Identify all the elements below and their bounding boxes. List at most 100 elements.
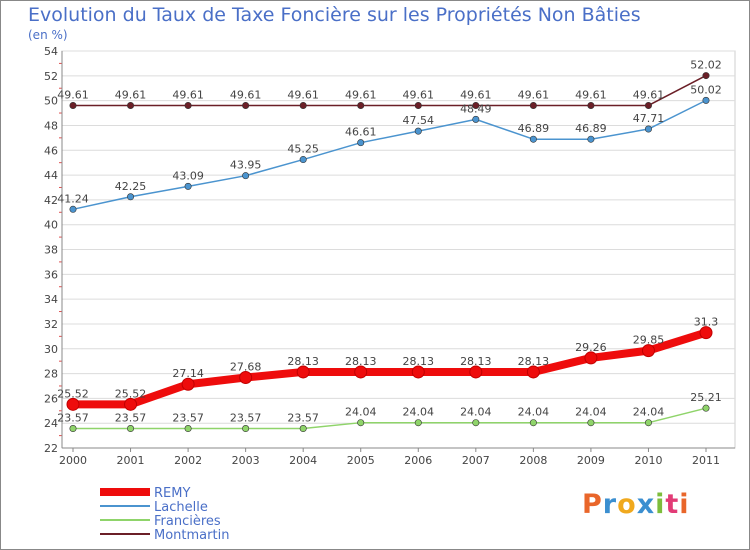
data-label: 49.61 [230, 88, 262, 101]
series-remy: 25.52 25.52 27.14 27.68 28.13 28.13 28.13 28.13… [57, 316, 718, 411]
data-point [699, 326, 713, 340]
data-label: 49.61 [460, 88, 492, 101]
data-label: 46.89 [518, 122, 550, 135]
data-point [529, 419, 537, 427]
data-label: 50.02 [690, 83, 722, 96]
data-label: 28.13 [518, 355, 550, 368]
data-point [242, 172, 250, 180]
logo-letter: i [679, 489, 690, 520]
data-label: 25.52 [115, 387, 147, 400]
y-tick-label: 30 [44, 343, 58, 356]
data-point [414, 419, 422, 427]
data-label: 25.52 [57, 387, 89, 400]
legend-label: Montmartin [154, 528, 229, 543]
data-point [184, 101, 192, 109]
data-label: 42.25 [115, 180, 147, 193]
y-tick-label: 52 [44, 70, 58, 83]
data-label: 48.49 [460, 102, 492, 115]
data-point [357, 101, 365, 109]
data-point [239, 371, 253, 385]
data-point [181, 377, 195, 391]
data-point [299, 156, 307, 164]
data-label: 49.61 [345, 88, 377, 101]
data-label: 24.04 [460, 406, 492, 419]
data-label: 49.61 [575, 88, 607, 101]
data-point [587, 419, 595, 427]
data-label: 23.57 [230, 412, 262, 425]
data-label: 41.24 [57, 192, 89, 205]
y-tick-label: 24 [44, 417, 58, 430]
logo-letter: x [636, 489, 656, 520]
data-point [529, 101, 537, 109]
data-point [184, 182, 192, 190]
data-point [469, 365, 483, 379]
data-label: 46.61 [345, 126, 377, 139]
y-tick-label: 36 [44, 268, 58, 281]
legend-label: REMY [154, 486, 190, 501]
data-point [296, 365, 310, 379]
series-line [72, 99, 707, 211]
data-label: 47.54 [403, 114, 435, 127]
data-point [644, 419, 652, 427]
x-tick-label: 2001 [117, 454, 145, 467]
data-label: 28.13 [403, 355, 435, 368]
data-point [472, 419, 480, 427]
data-label: 43.95 [230, 159, 262, 172]
data-point [69, 101, 77, 109]
data-point [69, 205, 77, 213]
data-label: 47.71 [633, 112, 665, 125]
x-tick-label: 2005 [347, 454, 375, 467]
data-point [299, 425, 307, 433]
data-point [69, 425, 77, 433]
data-label: 24.04 [633, 406, 665, 419]
y-tick-label: 38 [44, 244, 58, 257]
series-line [69, 328, 710, 409]
y-tick-label: 46 [44, 144, 58, 157]
logo-letter: i [655, 489, 666, 520]
data-point [411, 365, 425, 379]
data-point [644, 125, 652, 133]
data-label: 43.09 [172, 169, 204, 182]
data-label: 23.57 [115, 412, 147, 425]
y-tick-label: 44 [44, 169, 58, 182]
data-point [526, 365, 540, 379]
data-point [702, 96, 710, 104]
data-label: 46.89 [575, 122, 607, 135]
data-point [242, 101, 250, 109]
x-tick-label: 2003 [232, 454, 260, 467]
data-label: 49.61 [518, 88, 550, 101]
logo-letter: t [665, 489, 680, 520]
x-tick-label: 2002 [174, 454, 202, 467]
data-point [472, 101, 480, 109]
data-label: 49.61 [172, 88, 204, 101]
legend-label: Francières [154, 514, 221, 529]
data-point [702, 404, 710, 412]
data-point [357, 419, 365, 427]
x-tick-label: 2009 [577, 454, 605, 467]
data-point [587, 135, 595, 143]
series-montmartin: 49.61 49.61 49.61 49.61 49.61 49.61 49.61 49.61… [57, 59, 722, 109]
data-label: 49.61 [115, 88, 147, 101]
data-label: 27.14 [172, 367, 204, 380]
data-point [357, 139, 365, 147]
data-point [702, 72, 710, 80]
data-label: 23.57 [57, 412, 89, 425]
data-point [124, 397, 138, 411]
data-label: 31.3 [694, 316, 719, 329]
x-tick-label: 2004 [289, 454, 317, 467]
data-label: 25.21 [690, 391, 722, 404]
y-tick-label: 40 [44, 219, 58, 232]
data-label: 23.57 [172, 412, 204, 425]
data-label: 49.61 [403, 88, 435, 101]
data-point [584, 351, 598, 365]
x-tick-label: 2006 [404, 454, 432, 467]
data-point [644, 101, 652, 109]
data-point [354, 365, 368, 379]
data-label: 29.26 [575, 341, 607, 354]
y-tick-label: 50 [44, 95, 58, 108]
proxiti-logo: Proxiti [582, 489, 690, 520]
data-label: 27.68 [230, 361, 262, 374]
data-label: 24.04 [345, 406, 377, 419]
data-label: 24.04 [575, 406, 607, 419]
